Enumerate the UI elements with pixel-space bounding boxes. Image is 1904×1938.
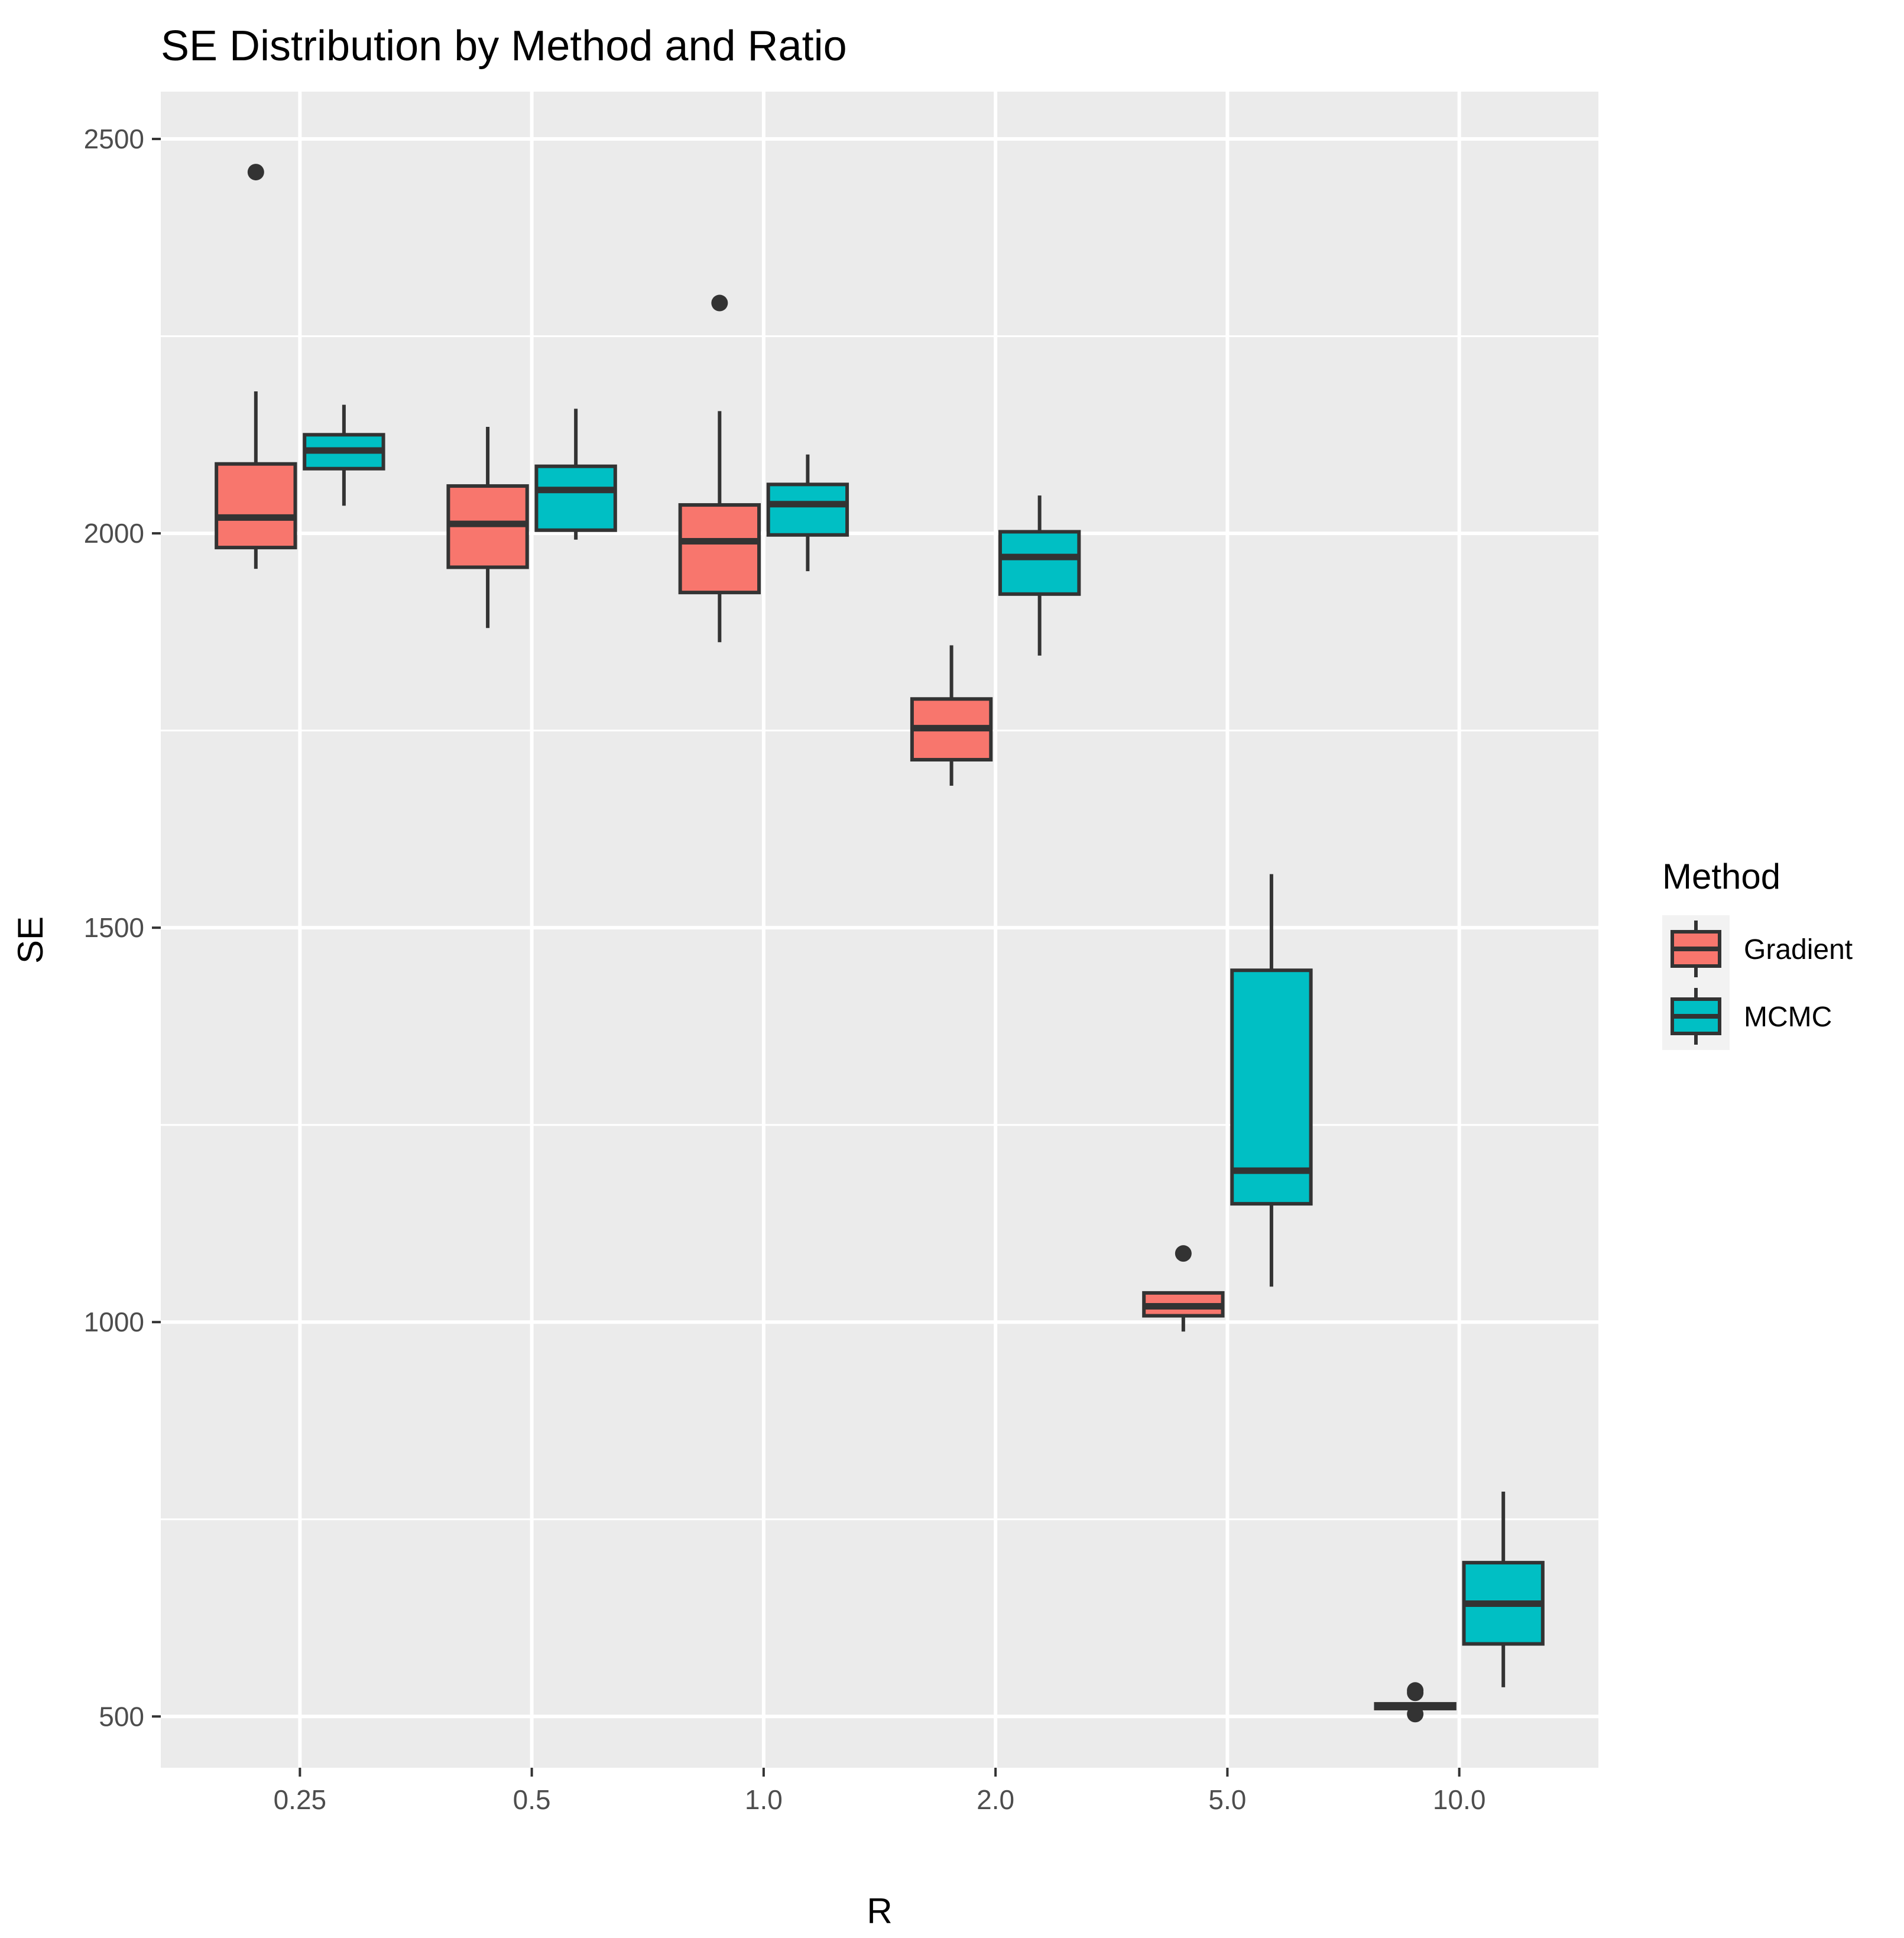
- box-body: [216, 464, 295, 547]
- box-body: [1000, 532, 1079, 594]
- legend-title: Method: [1662, 857, 1780, 896]
- plot-panel: [161, 92, 1598, 1768]
- x-axis: 0.25 0.5 1.0 2.0 5.0 10.0: [274, 1768, 1486, 1815]
- y-axis-label: SE: [11, 916, 50, 964]
- legend-label-gradient: Gradient: [1744, 934, 1853, 965]
- x-tick-label: 5.0: [1208, 1784, 1246, 1815]
- x-tick-label: 2.0: [977, 1784, 1014, 1815]
- outlier-point: [1407, 1706, 1423, 1722]
- legend-label-mcmc: MCMC: [1744, 1002, 1832, 1033]
- boxplot-chart: SE Distribution by Method and Ratio 500 1…: [0, 0, 1904, 1938]
- y-tick-label: 1000: [84, 1307, 144, 1337]
- box-body: [680, 505, 759, 592]
- outlier-point: [1407, 1682, 1423, 1699]
- chart-title: SE Distribution by Method and Ratio: [161, 22, 847, 70]
- outlier-point: [1175, 1245, 1192, 1262]
- x-tick-label: 0.25: [274, 1784, 327, 1815]
- outlier-point: [711, 295, 728, 312]
- x-tick-label: 0.5: [513, 1784, 551, 1815]
- legend: Method Gradient MCMC: [1662, 857, 1853, 1050]
- y-tick-label: 2000: [84, 518, 144, 549]
- box-body: [536, 466, 615, 530]
- y-tick-label: 2500: [84, 124, 144, 154]
- y-axis: 500 1000 1500 2000 2500: [84, 124, 161, 1732]
- x-tick-label: 1.0: [745, 1784, 783, 1815]
- x-tick-label: 10.0: [1433, 1784, 1486, 1815]
- y-tick-label: 1500: [84, 912, 144, 943]
- box-body: [768, 484, 847, 534]
- x-axis-label: R: [867, 1891, 892, 1931]
- outlier-point: [248, 164, 264, 180]
- y-tick-label: 500: [99, 1701, 144, 1732]
